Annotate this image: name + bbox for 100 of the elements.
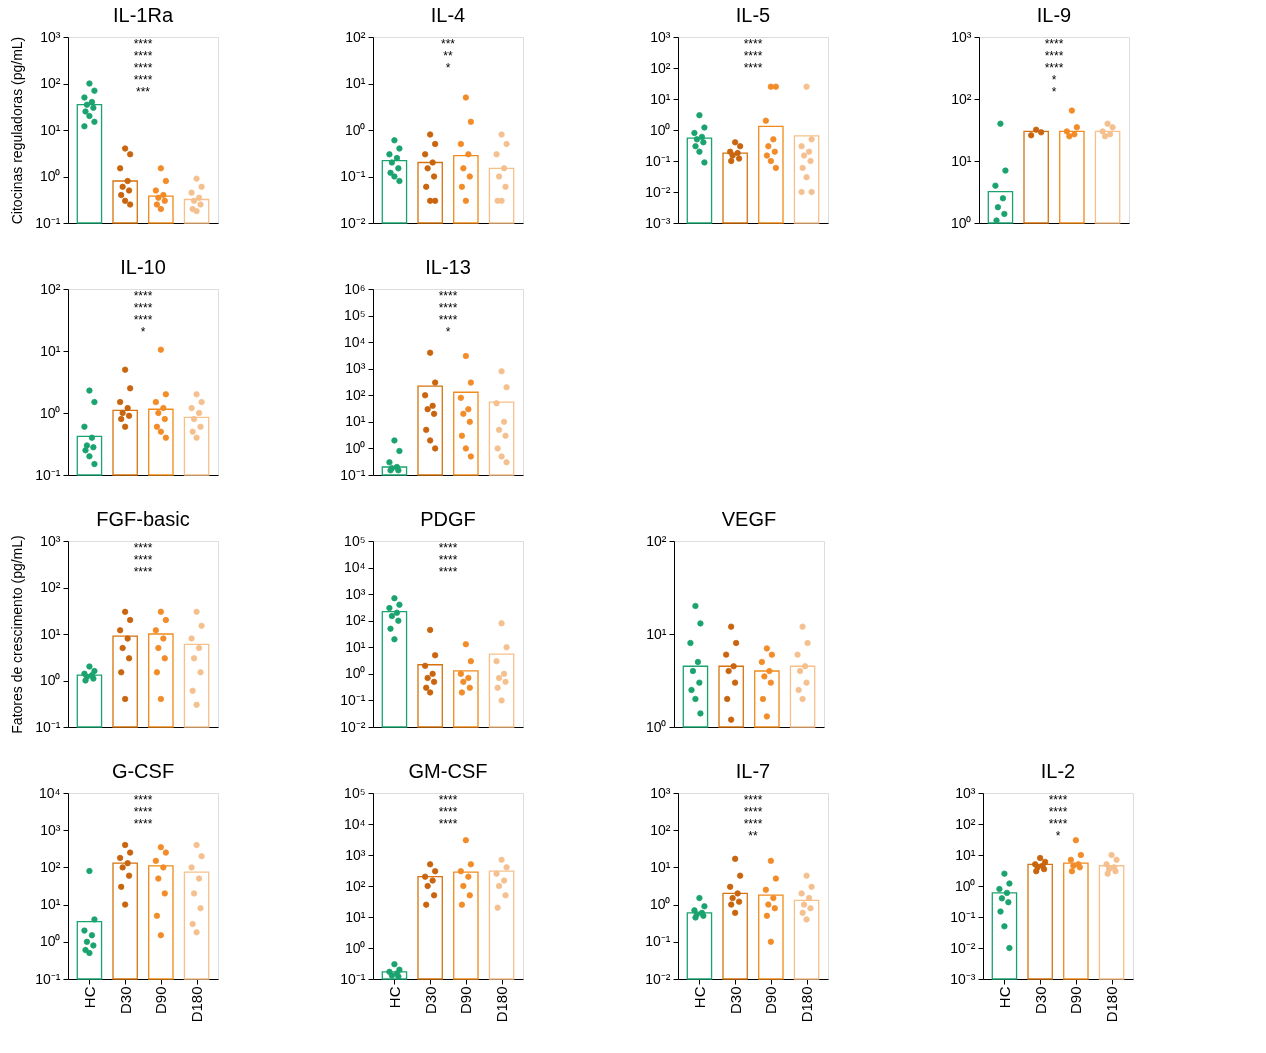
annotation: **** (743, 37, 763, 51)
x-tick-label: D180 (188, 986, 206, 1023)
annotation: **** (1048, 793, 1068, 807)
x-tick-label: D30 (421, 986, 439, 1015)
y-tick-label: 10¹ (40, 121, 61, 138)
y-tick-label: 10³ (40, 28, 61, 45)
y-tick-label: 10⁻¹ (35, 466, 61, 483)
y-tick-label: 10⁻² (340, 214, 366, 231)
y-tick-label: 10¹ (40, 896, 61, 913)
annotation: ** (748, 829, 758, 843)
y-tick-label: 10¹ (650, 90, 671, 107)
y-tick-label: 10² (955, 815, 976, 832)
x-tick-label: HC (385, 986, 403, 1009)
y-tick-label: 10² (345, 612, 366, 629)
y-tick-label: 10¹ (345, 75, 366, 91)
y-tick-label: 10¹ (345, 413, 366, 430)
annotation: *** (135, 85, 151, 99)
annotation: **** (743, 61, 763, 75)
x-tick-label: D90 (152, 986, 170, 1015)
y-tick-label: 10⁻¹ (340, 970, 366, 987)
y-tick-label: 10⁻³ (645, 214, 671, 231)
x-tick-label: D180 (1103, 986, 1121, 1023)
y-tick-label: 10⁻¹ (340, 691, 366, 708)
y-tick-label: 10⁴ (343, 333, 366, 350)
x-tick-label: HC (690, 986, 708, 1009)
chart-title: IL-10 (120, 256, 166, 278)
y-tick-label: 10³ (40, 532, 61, 549)
y-tick-label: 10² (40, 75, 61, 91)
chart-title: IL-4 (430, 4, 466, 26)
x-tick-label: HC (80, 986, 98, 1009)
chart-title: IL-9 (1036, 4, 1072, 26)
x-tick-label: D90 (457, 986, 475, 1015)
x-tick-label: HC (995, 986, 1013, 1009)
y-tick-label: 10⁻¹ (340, 466, 366, 483)
annotation: **** (1048, 817, 1068, 831)
annotation: **** (438, 541, 458, 555)
annotation: *** (440, 37, 456, 51)
y-tick-label: 10² (345, 386, 366, 403)
y-tick-label: 10¹ (345, 638, 366, 655)
y-tick-label: 10⁻³ (950, 970, 976, 987)
annotation: **** (438, 565, 458, 579)
chart-title: GM-CSF (408, 760, 488, 782)
y-tick-label: 10⁰ (344, 665, 366, 682)
annotation: * (445, 61, 451, 75)
y-tick-label: 10² (650, 59, 671, 76)
x-tick-label: D90 (1067, 986, 1085, 1015)
annotation: **** (133, 817, 153, 831)
annotation: * (1055, 829, 1061, 843)
annotation: **** (1044, 61, 1064, 75)
annotation: **** (133, 61, 153, 75)
y-tick-label: 10¹ (650, 858, 671, 875)
annotation: **** (1044, 49, 1064, 63)
annotation: **** (1044, 37, 1064, 51)
y-tick-label: 10³ (650, 28, 671, 45)
chart-title: IL-5 (735, 4, 771, 26)
chart-title: FGF-basic (96, 508, 190, 530)
y-tick-label: 10² (345, 28, 366, 45)
y-tick-label: 10¹ (646, 625, 667, 642)
y-tick-label: 10³ (650, 784, 671, 801)
chart-title: G-CSF (111, 760, 175, 782)
y-tick-label: 10⁻² (645, 970, 671, 987)
x-tick-label: D30 (116, 986, 134, 1015)
y-axis-title: Fatores de crescimento (pg/mL) (9, 535, 26, 734)
y-tick-label: 10³ (345, 846, 366, 863)
chart-title: PDGF (420, 508, 476, 530)
x-tick-label: D30 (1031, 986, 1049, 1015)
chart-title: IL-2 (1040, 760, 1076, 782)
y-tick-label: 10⁰ (649, 896, 671, 913)
annotation: * (445, 325, 451, 339)
y-tick-label: 10⁰ (649, 121, 671, 138)
annotation: **** (1048, 805, 1068, 819)
x-tick-label: D30 (726, 986, 744, 1015)
y-tick-label: 10³ (345, 360, 366, 377)
y-tick-label: 10⁰ (344, 939, 366, 956)
y-tick-label: 10⁰ (39, 933, 61, 950)
y-tick-label: 10³ (955, 784, 976, 801)
x-tick-label: D180 (493, 986, 511, 1023)
annotation: **** (133, 73, 153, 87)
y-tick-label: 10² (40, 579, 61, 595)
annotation: ** (443, 49, 453, 63)
annotation: **** (133, 793, 153, 807)
y-tick-label: 10⁵ (344, 532, 366, 549)
y-tick-label: 10⁻¹ (35, 718, 61, 735)
y-tick-label: 10³ (951, 28, 972, 45)
annotation: **** (743, 793, 763, 807)
y-tick-label: 10⁻² (340, 718, 366, 735)
annotation: **** (133, 37, 153, 51)
y-tick-label: 10³ (40, 821, 61, 838)
y-tick-label: 10⁻¹ (950, 908, 976, 925)
annotation: **** (438, 289, 458, 303)
x-tick-label: D90 (762, 986, 780, 1015)
y-tick-label: 10⁵ (344, 307, 366, 324)
chart-title: VEGF (721, 508, 777, 530)
y-tick-label: 10² (345, 877, 366, 894)
y-tick-label: 10⁵ (344, 784, 366, 801)
y-tick-label: 10¹ (951, 152, 972, 169)
annotation: **** (743, 805, 763, 819)
y-tick-label: 10⁴ (343, 559, 366, 576)
y-tick-label: 10⁶ (344, 280, 366, 297)
y-tick-label: 10⁻¹ (645, 152, 671, 169)
